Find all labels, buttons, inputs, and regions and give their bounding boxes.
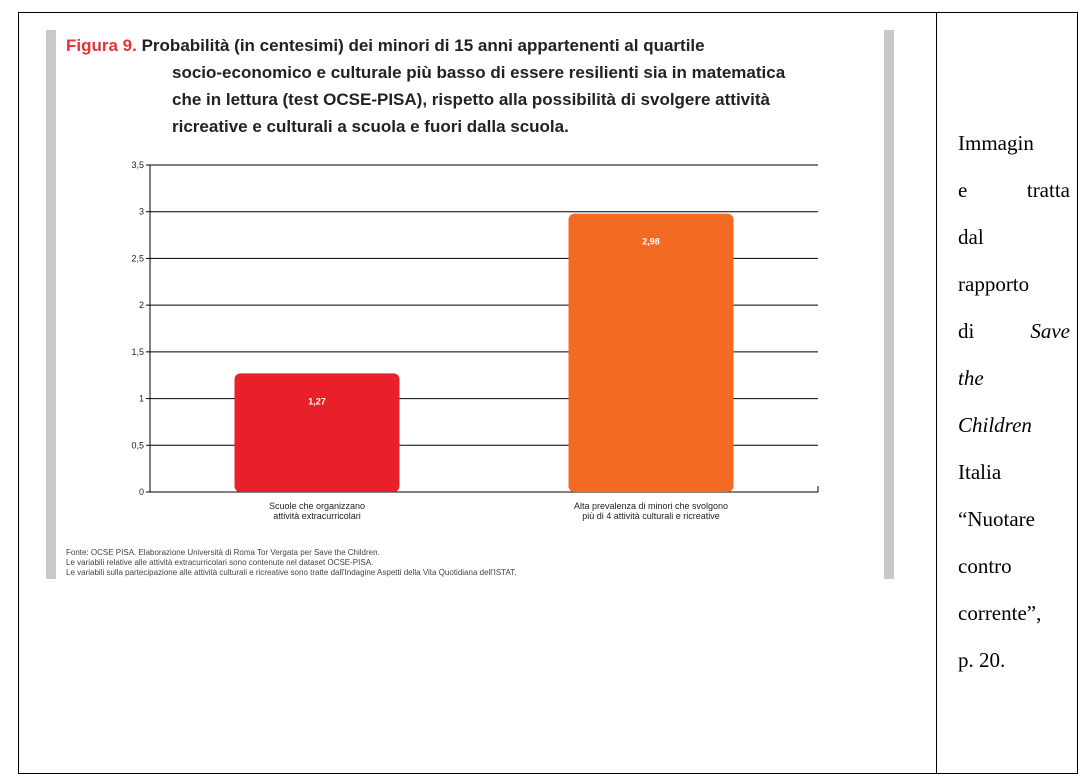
data-label: 2,98 [642,237,660,247]
y-tick-label: 0,5 [131,440,144,450]
right-gray-rule [884,30,894,579]
y-tick-label: 2 [139,300,144,310]
y-tick-label: 3 [139,207,144,217]
column-divider [936,12,937,774]
title-line-2: socio-economico e culturale più basso di… [172,63,786,82]
caption-word: di [958,319,975,343]
y-tick-label: 0 [139,487,144,497]
caption-word: corrente”, [958,601,1042,625]
caption-word-italic: Children [958,413,1032,437]
category-label: Alta prevalenza di minori che svolgono [574,501,728,511]
figure-title: Figura 9. Probabilità (in centesimi) dei… [66,32,866,140]
caption-word-italic: the [958,366,984,390]
y-tick-label: 1,5 [131,347,144,357]
caption-word: rapporto [958,272,1030,296]
bar [234,373,400,492]
caption-column: Immagin e tratta dal rapporto di Save the … [958,120,1070,684]
source-line-1: Fonte: OCSE PISA. Elaborazione Universit… [66,548,380,557]
outer-frame [18,12,1078,774]
category-label: attività extracurricolari [273,511,361,521]
caption-word: contro [958,554,1012,578]
title-line-3: che in lettura (test OCSE-PISA), rispett… [172,90,770,109]
caption-word: Italia [958,460,1002,484]
caption-word-italic: Save [1030,319,1070,343]
source-line-2: Le variabili relative alle attività extr… [66,558,374,567]
caption-word: Immagin [958,131,1034,155]
category-label: Scuole che organizzano [269,501,365,511]
caption-word: tratta [1026,178,1070,202]
data-label: 1,27 [308,396,326,406]
category-label: più di 4 attività culturali e ricreative [582,511,720,521]
title-line-4: ricreative e culturali a scuola e fuori … [172,117,569,136]
source-notes: Fonte: OCSE PISA. Elaborazione Universit… [66,548,516,578]
figure-label: Figura 9. [66,36,137,55]
caption-word: p. 20. [958,648,1006,672]
title-line-1: Probabilità (in centesimi) dei minori di… [141,36,705,55]
y-tick-label: 2,5 [131,253,144,263]
caption-word: “Nuotare [958,507,1035,531]
left-gray-rule [46,30,56,579]
bar [568,213,734,492]
source-line-3: Le variabili sulla partecipazione alle a… [66,568,517,577]
y-tick-label: 1 [139,394,144,404]
bar-chart: 0 0,5 1 1,5 2 2,5 3 3,5 1,27 Scuole che organizza… [131,160,819,521]
caption-word: e [958,178,968,202]
caption-word: dal [958,225,984,249]
y-tick-label: 3,5 [131,160,144,170]
